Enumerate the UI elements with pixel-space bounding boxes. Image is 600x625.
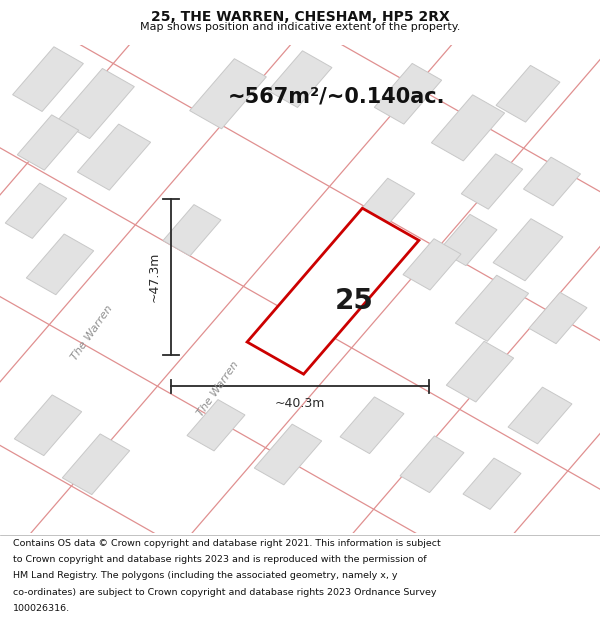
Polygon shape [496, 66, 560, 122]
Polygon shape [400, 436, 464, 492]
Text: ~40.3m: ~40.3m [275, 397, 325, 410]
Polygon shape [461, 154, 523, 209]
Text: Contains OS data © Crown copyright and database right 2021. This information is : Contains OS data © Crown copyright and d… [13, 539, 441, 548]
Polygon shape [340, 397, 404, 454]
Polygon shape [58, 69, 134, 139]
Polygon shape [163, 204, 221, 256]
Polygon shape [5, 183, 67, 238]
Polygon shape [446, 341, 514, 402]
Polygon shape [17, 115, 79, 170]
Text: co-ordinates) are subject to Crown copyright and database rights 2023 Ordnance S: co-ordinates) are subject to Crown copyr… [13, 588, 437, 596]
Polygon shape [268, 51, 332, 108]
Text: 100026316.: 100026316. [13, 604, 70, 612]
Polygon shape [374, 63, 442, 124]
Text: ~47.3m: ~47.3m [147, 251, 160, 302]
Text: 25, THE WARREN, CHESHAM, HP5 2RX: 25, THE WARREN, CHESHAM, HP5 2RX [151, 10, 449, 24]
Polygon shape [190, 59, 266, 129]
Text: 25: 25 [335, 287, 373, 315]
Polygon shape [439, 214, 497, 266]
Polygon shape [62, 434, 130, 494]
Polygon shape [431, 95, 505, 161]
Polygon shape [13, 47, 83, 111]
Text: The Warren: The Warren [195, 359, 240, 418]
Polygon shape [508, 387, 572, 444]
Text: HM Land Registry. The polygons (including the associated geometry, namely x, y: HM Land Registry. The polygons (includin… [13, 571, 398, 581]
Polygon shape [455, 275, 529, 341]
Text: ~567m²/~0.140ac.: ~567m²/~0.140ac. [227, 86, 445, 106]
Text: The Warren: The Warren [69, 303, 114, 362]
Text: Map shows position and indicative extent of the property.: Map shows position and indicative extent… [140, 22, 460, 32]
Polygon shape [187, 399, 245, 451]
Text: to Crown copyright and database rights 2023 and is reproduced with the permissio: to Crown copyright and database rights 2… [13, 555, 427, 564]
Polygon shape [254, 424, 322, 485]
Polygon shape [26, 234, 94, 295]
Polygon shape [523, 157, 581, 206]
Polygon shape [493, 219, 563, 281]
Polygon shape [403, 239, 461, 290]
Polygon shape [353, 178, 415, 234]
Polygon shape [463, 458, 521, 509]
Polygon shape [14, 395, 82, 456]
Polygon shape [529, 292, 587, 344]
Polygon shape [77, 124, 151, 190]
Polygon shape [247, 208, 419, 374]
